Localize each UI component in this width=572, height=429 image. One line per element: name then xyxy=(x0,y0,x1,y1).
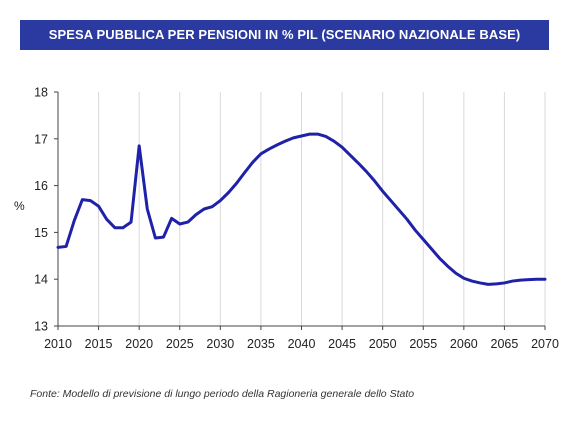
x-tick-label: 2065 xyxy=(491,337,519,351)
series-line xyxy=(56,132,547,286)
y-tick-label: 13 xyxy=(34,320,48,334)
y-tick-labels: 13 14 15 16 17 18 xyxy=(34,86,48,334)
x-tick-label: 2035 xyxy=(247,337,275,351)
x-tick-label: 2040 xyxy=(288,337,316,351)
y-tick-label: 18 xyxy=(34,86,48,100)
y-tick-label: 14 xyxy=(34,273,48,287)
x-tick-label: 2045 xyxy=(328,337,356,351)
x-tick-label: 2050 xyxy=(369,337,397,351)
x-tick-label: 2020 xyxy=(125,337,153,351)
y-axis-label: % xyxy=(14,199,25,213)
x-tick-label: 2060 xyxy=(450,337,478,351)
x-tick-label: 2030 xyxy=(206,337,234,351)
y-tick-label: 17 xyxy=(34,132,48,146)
grid-lines xyxy=(98,92,546,326)
axes xyxy=(54,91,546,330)
x-tick-label: 2025 xyxy=(166,337,194,351)
x-tick-label: 2070 xyxy=(531,337,559,351)
source-note: Fonte: Modello di previsione di lungo pe… xyxy=(30,388,415,400)
x-tick-label: 2015 xyxy=(85,337,113,351)
x-tick-labels: 2010 2015 2020 2025 2030 2035 2040 2045 2050 2055… xyxy=(44,337,559,351)
x-tick-label: 2010 xyxy=(44,337,72,351)
y-tick-label: 15 xyxy=(34,226,48,240)
y-tick-label: 16 xyxy=(34,179,48,193)
x-tick-label: 2055 xyxy=(409,337,437,351)
chart-title: SPESA PUBBLICA PER PENSIONI IN % PIL (SC… xyxy=(20,20,549,50)
